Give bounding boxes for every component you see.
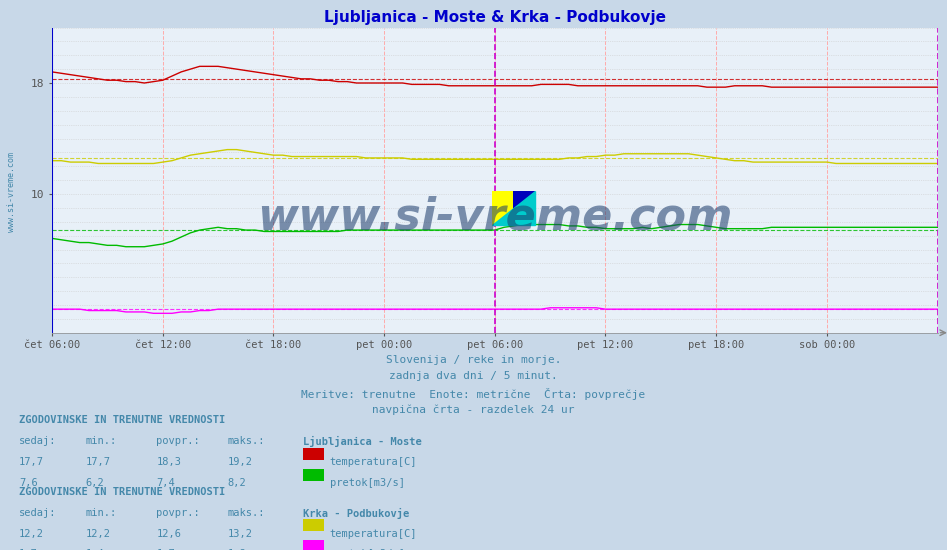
Text: 17,7: 17,7 bbox=[85, 457, 110, 467]
Text: 1,8: 1,8 bbox=[227, 549, 246, 550]
Text: 12,2: 12,2 bbox=[85, 529, 110, 538]
Text: 6,2: 6,2 bbox=[85, 478, 104, 488]
Text: maks.:: maks.: bbox=[227, 508, 265, 518]
Text: Slovenija / reke in morje.: Slovenija / reke in morje. bbox=[385, 355, 562, 365]
Text: 17,7: 17,7 bbox=[19, 457, 44, 467]
Text: 8,2: 8,2 bbox=[227, 478, 246, 488]
Text: temperatura[C]: temperatura[C] bbox=[330, 529, 417, 538]
Text: 1,4: 1,4 bbox=[85, 549, 104, 550]
Title: Ljubljanica - Moste & Krka - Podbukovje: Ljubljanica - Moste & Krka - Podbukovje bbox=[324, 10, 666, 25]
Text: 19,2: 19,2 bbox=[227, 457, 252, 467]
Text: ZGODOVINSKE IN TRENUTNE VREDNOSTI: ZGODOVINSKE IN TRENUTNE VREDNOSTI bbox=[19, 415, 225, 425]
Text: 7,6: 7,6 bbox=[19, 478, 38, 488]
Text: Meritve: trenutne  Enote: metrične  Črta: povprečje: Meritve: trenutne Enote: metrične Črta: … bbox=[301, 388, 646, 400]
Text: maks.:: maks.: bbox=[227, 436, 265, 446]
Polygon shape bbox=[491, 191, 535, 224]
Text: www.si-vreme.com: www.si-vreme.com bbox=[7, 152, 16, 233]
Text: ZGODOVINSKE IN TRENUTNE VREDNOSTI: ZGODOVINSKE IN TRENUTNE VREDNOSTI bbox=[19, 487, 225, 497]
Text: temperatura[C]: temperatura[C] bbox=[330, 457, 417, 467]
Text: min.:: min.: bbox=[85, 508, 116, 518]
Text: 18,3: 18,3 bbox=[156, 457, 181, 467]
Text: 1,7: 1,7 bbox=[19, 549, 38, 550]
Text: Krka - Podbukovje: Krka - Podbukovje bbox=[303, 508, 409, 519]
Text: 12,2: 12,2 bbox=[19, 529, 44, 538]
Text: povpr.:: povpr.: bbox=[156, 508, 200, 518]
Bar bbox=[491, 191, 513, 224]
Text: 12,6: 12,6 bbox=[156, 529, 181, 538]
Text: sedaj:: sedaj: bbox=[19, 436, 57, 446]
Text: pretok[m3/s]: pretok[m3/s] bbox=[330, 549, 404, 550]
Bar bbox=[513, 191, 535, 224]
Text: 13,2: 13,2 bbox=[227, 529, 252, 538]
Text: min.:: min.: bbox=[85, 436, 116, 446]
Text: povpr.:: povpr.: bbox=[156, 436, 200, 446]
Text: sedaj:: sedaj: bbox=[19, 508, 57, 518]
Text: Ljubljanica - Moste: Ljubljanica - Moste bbox=[303, 436, 421, 447]
Text: pretok[m3/s]: pretok[m3/s] bbox=[330, 478, 404, 488]
Text: www.si-vreme.com: www.si-vreme.com bbox=[257, 195, 733, 238]
Text: 1,7: 1,7 bbox=[156, 549, 175, 550]
Text: 7,4: 7,4 bbox=[156, 478, 175, 488]
Text: zadnja dva dni / 5 minut.: zadnja dva dni / 5 minut. bbox=[389, 371, 558, 381]
Text: navpična črta - razdelek 24 ur: navpična črta - razdelek 24 ur bbox=[372, 404, 575, 415]
